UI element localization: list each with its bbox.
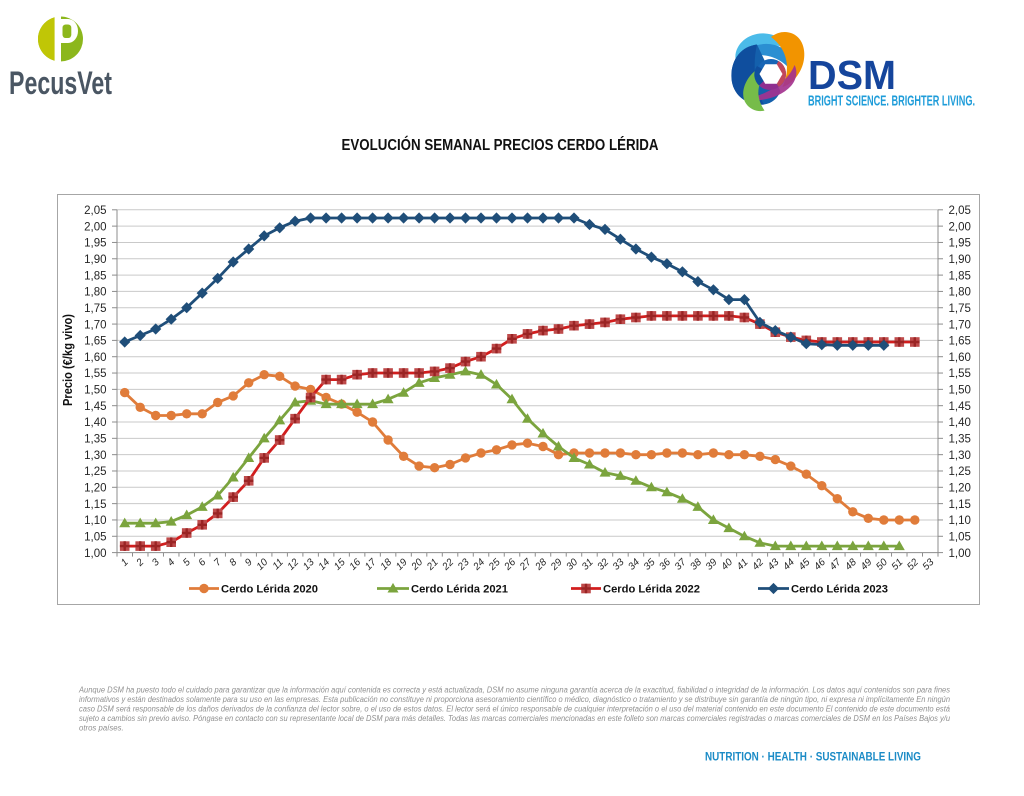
svg-text:Cerdo Lérida 2022: Cerdo Lérida 2022 <box>603 584 700 596</box>
svg-text:Cerdo Lérida 2021: Cerdo Lérida 2021 <box>411 584 508 596</box>
svg-text:1,15: 1,15 <box>84 499 106 511</box>
svg-text:1,65: 1,65 <box>949 336 971 348</box>
svg-text:1: 1 <box>119 557 131 569</box>
svg-text:1,75: 1,75 <box>949 303 971 315</box>
svg-text:1,80: 1,80 <box>84 287 106 299</box>
svg-text:1,25: 1,25 <box>84 466 106 478</box>
svg-text:1,55: 1,55 <box>949 368 971 380</box>
svg-text:1,05: 1,05 <box>949 531 971 543</box>
svg-text:1,50: 1,50 <box>949 385 971 397</box>
svg-text:2,00: 2,00 <box>949 221 971 233</box>
svg-text:Precio (€/kg vivo): Precio (€/kg vivo) <box>61 314 75 406</box>
svg-text:1,50: 1,50 <box>84 385 106 397</box>
svg-text:1,00: 1,00 <box>84 548 106 560</box>
svg-text:1,30: 1,30 <box>84 450 106 462</box>
svg-text:1,40: 1,40 <box>949 417 971 429</box>
svg-text:PecusVet: PecusVet <box>9 65 112 101</box>
svg-text:1,75: 1,75 <box>84 303 106 315</box>
svg-text:Cerdo Lérida 2020: Cerdo Lérida 2020 <box>221 584 318 596</box>
svg-text:otros países.: otros países. <box>79 723 124 732</box>
svg-text:1,20: 1,20 <box>949 483 971 495</box>
svg-text:1,65: 1,65 <box>84 336 106 348</box>
svg-text:informativos y están destinado: informativos y están destinados solament… <box>79 695 950 704</box>
svg-text:2,05: 2,05 <box>84 205 106 217</box>
svg-text:1,25: 1,25 <box>949 466 971 478</box>
svg-text:1,80: 1,80 <box>949 287 971 299</box>
svg-text:1,10: 1,10 <box>949 515 971 527</box>
svg-text:NUTRITION · HEALTH · SUSTAINAB: NUTRITION · HEALTH · SUSTAINABLE LIVING <box>705 752 921 764</box>
svg-text:sujeto a cambios sin previo av: sujeto a cambios sin previo aviso. Pónga… <box>79 714 951 723</box>
svg-text:1,40: 1,40 <box>84 417 106 429</box>
svg-text:1,15: 1,15 <box>949 499 971 511</box>
svg-text:1,60: 1,60 <box>949 352 971 364</box>
svg-text:1,10: 1,10 <box>84 515 106 527</box>
svg-text:BRIGHT SCIENCE. BRIGHTER LIVIN: BRIGHT SCIENCE. BRIGHTER LIVING. <box>808 94 975 110</box>
svg-text:DSM: DSM <box>808 52 896 98</box>
svg-text:2,05: 2,05 <box>949 205 971 217</box>
svg-text:1,35: 1,35 <box>949 434 971 446</box>
svg-text:1,95: 1,95 <box>949 238 971 250</box>
svg-text:2,00: 2,00 <box>84 221 106 233</box>
svg-text:EVOLUCIÓN SEMANAL PRECIOS CERD: EVOLUCIÓN SEMANAL PRECIOS CERDO LÉRIDA <box>342 135 659 154</box>
svg-text:1,20: 1,20 <box>84 483 106 495</box>
svg-text:1,30: 1,30 <box>949 450 971 462</box>
svg-text:1,90: 1,90 <box>949 254 971 266</box>
svg-text:1,85: 1,85 <box>84 270 106 282</box>
svg-text:1,35: 1,35 <box>84 434 106 446</box>
svg-text:1,60: 1,60 <box>84 352 106 364</box>
svg-text:1,00: 1,00 <box>949 548 971 560</box>
svg-text:1,85: 1,85 <box>949 270 971 282</box>
svg-text:1,55: 1,55 <box>84 368 106 380</box>
svg-text:1,45: 1,45 <box>949 401 971 413</box>
svg-text:1,95: 1,95 <box>84 238 106 250</box>
svg-text:1,70: 1,70 <box>84 319 106 331</box>
svg-text:1,05: 1,05 <box>84 531 106 543</box>
svg-text:1,70: 1,70 <box>949 319 971 331</box>
svg-text:1,90: 1,90 <box>84 254 106 266</box>
svg-text:Cerdo Lérida 2023: Cerdo Lérida 2023 <box>791 584 888 596</box>
svg-text:caso DSM será responsable de l: caso DSM será responsable de los daños d… <box>79 704 951 713</box>
svg-text:Aunque DSM ha puesto todo el c: Aunque DSM ha puesto todo el cuidado par… <box>78 686 950 695</box>
svg-text:1,45: 1,45 <box>84 401 106 413</box>
